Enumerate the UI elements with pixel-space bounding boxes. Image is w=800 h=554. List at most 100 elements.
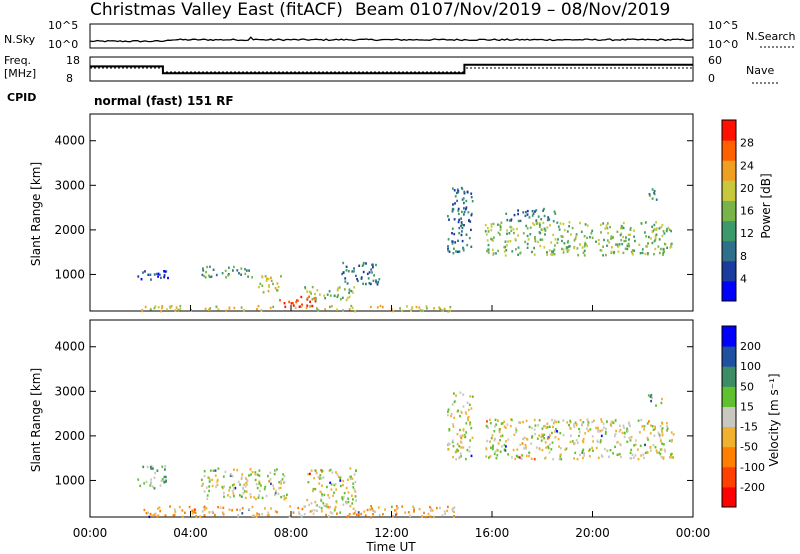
scatter-cell bbox=[464, 435, 467, 439]
scatter-cell bbox=[356, 513, 358, 516]
scatter-cell bbox=[644, 451, 647, 455]
scatter-cell bbox=[465, 208, 467, 211]
scatter-cell bbox=[283, 497, 286, 501]
scatter-cell bbox=[659, 452, 662, 456]
scatter-cell bbox=[533, 246, 535, 250]
colorbar-frame bbox=[721, 325, 737, 508]
scatter-cell bbox=[529, 226, 532, 229]
scatter-cell bbox=[329, 505, 332, 509]
scatter-cell bbox=[633, 444, 635, 447]
scatter-cell bbox=[513, 231, 515, 235]
scatter-cell bbox=[489, 422, 492, 425]
scatter-cell bbox=[283, 480, 286, 484]
scatter-cell bbox=[605, 427, 607, 431]
scatter-cell bbox=[261, 496, 264, 500]
scatter-cell bbox=[506, 218, 509, 222]
velocity-colorbar-label: Velocity [m s⁻¹] bbox=[767, 373, 781, 466]
scatter-cell bbox=[459, 391, 462, 394]
scatter-cell bbox=[486, 425, 488, 428]
scatter-cell bbox=[658, 451, 661, 454]
scatter-cell bbox=[419, 309, 422, 312]
scatter-cell bbox=[512, 228, 515, 231]
colorbar-tick-label: 24 bbox=[740, 159, 754, 172]
colorbar-segment bbox=[722, 466, 736, 488]
scatter-cell bbox=[526, 242, 529, 246]
scatter-cell bbox=[341, 498, 344, 501]
scatter-cell bbox=[362, 261, 365, 265]
scatter-cell bbox=[193, 508, 196, 511]
scatter-cell bbox=[454, 202, 456, 205]
scatter-cell bbox=[320, 477, 323, 480]
scatter-cell bbox=[506, 423, 509, 426]
scatter-cell bbox=[429, 505, 431, 509]
scatter-cell bbox=[329, 468, 332, 472]
scatter-cell bbox=[174, 309, 177, 312]
sky-panel: N.Sky 10^5 10^0 10^5 10^0 N.Search bbox=[4, 19, 796, 51]
scatter-cell bbox=[659, 424, 662, 428]
scatter-cell bbox=[509, 240, 512, 243]
scatter-cell bbox=[484, 223, 487, 227]
scatter-cell bbox=[651, 425, 654, 428]
scatter-cell bbox=[531, 435, 534, 438]
scatter-cell bbox=[274, 493, 276, 497]
scatter-cell bbox=[423, 511, 425, 515]
scatter-cell bbox=[318, 482, 321, 485]
scatter-cell bbox=[521, 442, 524, 445]
scatter-cell bbox=[525, 210, 527, 214]
scatter-cell bbox=[552, 252, 554, 256]
scatter-cell bbox=[277, 492, 280, 496]
scatter-cell bbox=[144, 305, 147, 309]
scatter-cell bbox=[157, 272, 160, 275]
scatter-cell bbox=[544, 229, 547, 232]
scatter-cell bbox=[456, 199, 458, 203]
scatter-cell bbox=[575, 439, 578, 442]
scatter-cell bbox=[579, 243, 581, 246]
scatter-cell bbox=[169, 305, 171, 308]
scatter-cell bbox=[225, 276, 227, 279]
scatter-cell bbox=[604, 432, 607, 435]
scatter-cell bbox=[214, 469, 217, 472]
scatter-cell bbox=[514, 238, 517, 241]
scatter-cell bbox=[157, 306, 160, 309]
scatter-cell bbox=[510, 418, 513, 422]
scatter-cell bbox=[323, 294, 326, 297]
scatter-cell bbox=[670, 245, 673, 248]
scatter-cell bbox=[654, 427, 656, 431]
scatter-cell bbox=[493, 430, 496, 433]
scatter-cell bbox=[256, 512, 259, 515]
colorbar-tick-label: 8 bbox=[740, 250, 747, 263]
scatter-cell bbox=[661, 430, 663, 433]
scatter-cell bbox=[195, 515, 198, 518]
scatter-cell bbox=[501, 422, 504, 425]
scatter-cell bbox=[258, 494, 260, 497]
scatter-cell bbox=[283, 302, 286, 305]
scatter-cell bbox=[456, 448, 458, 451]
scatter-cell bbox=[278, 481, 281, 484]
scatter-cell bbox=[507, 438, 510, 441]
scatter-cell bbox=[528, 425, 531, 429]
scatter-cell bbox=[233, 306, 236, 310]
scatter-cell bbox=[253, 496, 256, 499]
scatter-cell bbox=[153, 513, 156, 516]
scatter-cell bbox=[646, 451, 649, 454]
scatter-cell bbox=[640, 454, 643, 457]
scatter-cell bbox=[448, 442, 451, 446]
scatter-cell bbox=[279, 299, 281, 302]
scatter-cell bbox=[164, 270, 166, 273]
scatter-cell bbox=[503, 425, 506, 428]
scatter-cell bbox=[352, 486, 355, 489]
scatter-cell bbox=[468, 236, 471, 240]
scatter-cell bbox=[347, 500, 350, 504]
scatter-cell bbox=[312, 487, 315, 491]
date-range: 07/Nov/2019 – 08/Nov/2019 bbox=[432, 0, 670, 20]
scatter-cell bbox=[163, 274, 166, 277]
scatter-cell bbox=[333, 294, 336, 297]
scatter-cell bbox=[339, 511, 342, 514]
scatter-cell bbox=[465, 206, 468, 209]
scatter-cell bbox=[666, 246, 668, 249]
scatter-cell bbox=[351, 502, 354, 505]
scatter-cell bbox=[602, 422, 605, 425]
scatter-cell bbox=[305, 306, 308, 310]
scatter-cell bbox=[465, 457, 467, 461]
scatter-cell bbox=[640, 222, 643, 225]
